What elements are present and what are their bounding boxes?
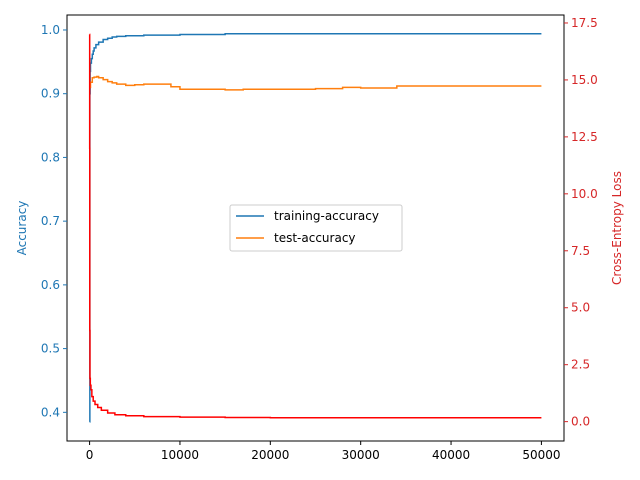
left-tick-label: 0.9 xyxy=(41,87,60,101)
series-line-1 xyxy=(89,33,542,423)
legend: training-accuracy test-accuracy xyxy=(229,204,403,252)
left-tick-label: 0.7 xyxy=(41,214,60,228)
x-tick-label: 30000 xyxy=(342,448,380,462)
series-layer xyxy=(88,33,542,423)
left-tick-label: 0.5 xyxy=(41,342,60,356)
left-tick-label: 1.0 xyxy=(41,23,60,37)
right-axis-title: Cross-Entropy Loss xyxy=(610,171,624,285)
legend-label-training: training-accuracy xyxy=(274,209,379,223)
left-axis: 0.4 0.5 0.6 0.7 0.8 0.9 1.0 xyxy=(41,23,67,419)
left-tick-label: 0.8 xyxy=(41,150,60,164)
right-tick-label: 12.5 xyxy=(571,130,598,144)
series-line-2 xyxy=(89,75,542,91)
right-tick-label: 15.0 xyxy=(571,73,598,87)
left-axis-title: Accuracy xyxy=(15,201,29,256)
x-tick-label: 0 xyxy=(86,448,94,462)
right-tick-label: 0.0 xyxy=(571,415,590,429)
right-axis: 0.0 2.5 5.0 7.5 10.0 12.5 15.0 17.5 xyxy=(564,16,598,429)
x-tick-label: 20000 xyxy=(251,448,289,462)
right-tick-label: 2.5 xyxy=(571,358,590,372)
left-tick-label: 0.4 xyxy=(41,405,60,419)
right-tick-label: 17.5 xyxy=(571,16,598,30)
x-tick-label: 40000 xyxy=(432,448,470,462)
legend-label-test: test-accuracy xyxy=(274,231,356,245)
plot-frame xyxy=(66,14,565,442)
series-line-3 xyxy=(88,33,542,419)
right-tick-label: 7.5 xyxy=(571,244,590,258)
legend-box xyxy=(229,204,403,252)
x-tick-label: 10000 xyxy=(161,448,199,462)
right-tick-label: 5.0 xyxy=(571,301,590,315)
right-tick-label: 10.0 xyxy=(571,187,598,201)
x-tick-label: 50000 xyxy=(522,448,560,462)
left-tick-label: 0.6 xyxy=(41,278,60,292)
x-axis: 0 10000 20000 30000 40000 50000 xyxy=(86,441,561,462)
